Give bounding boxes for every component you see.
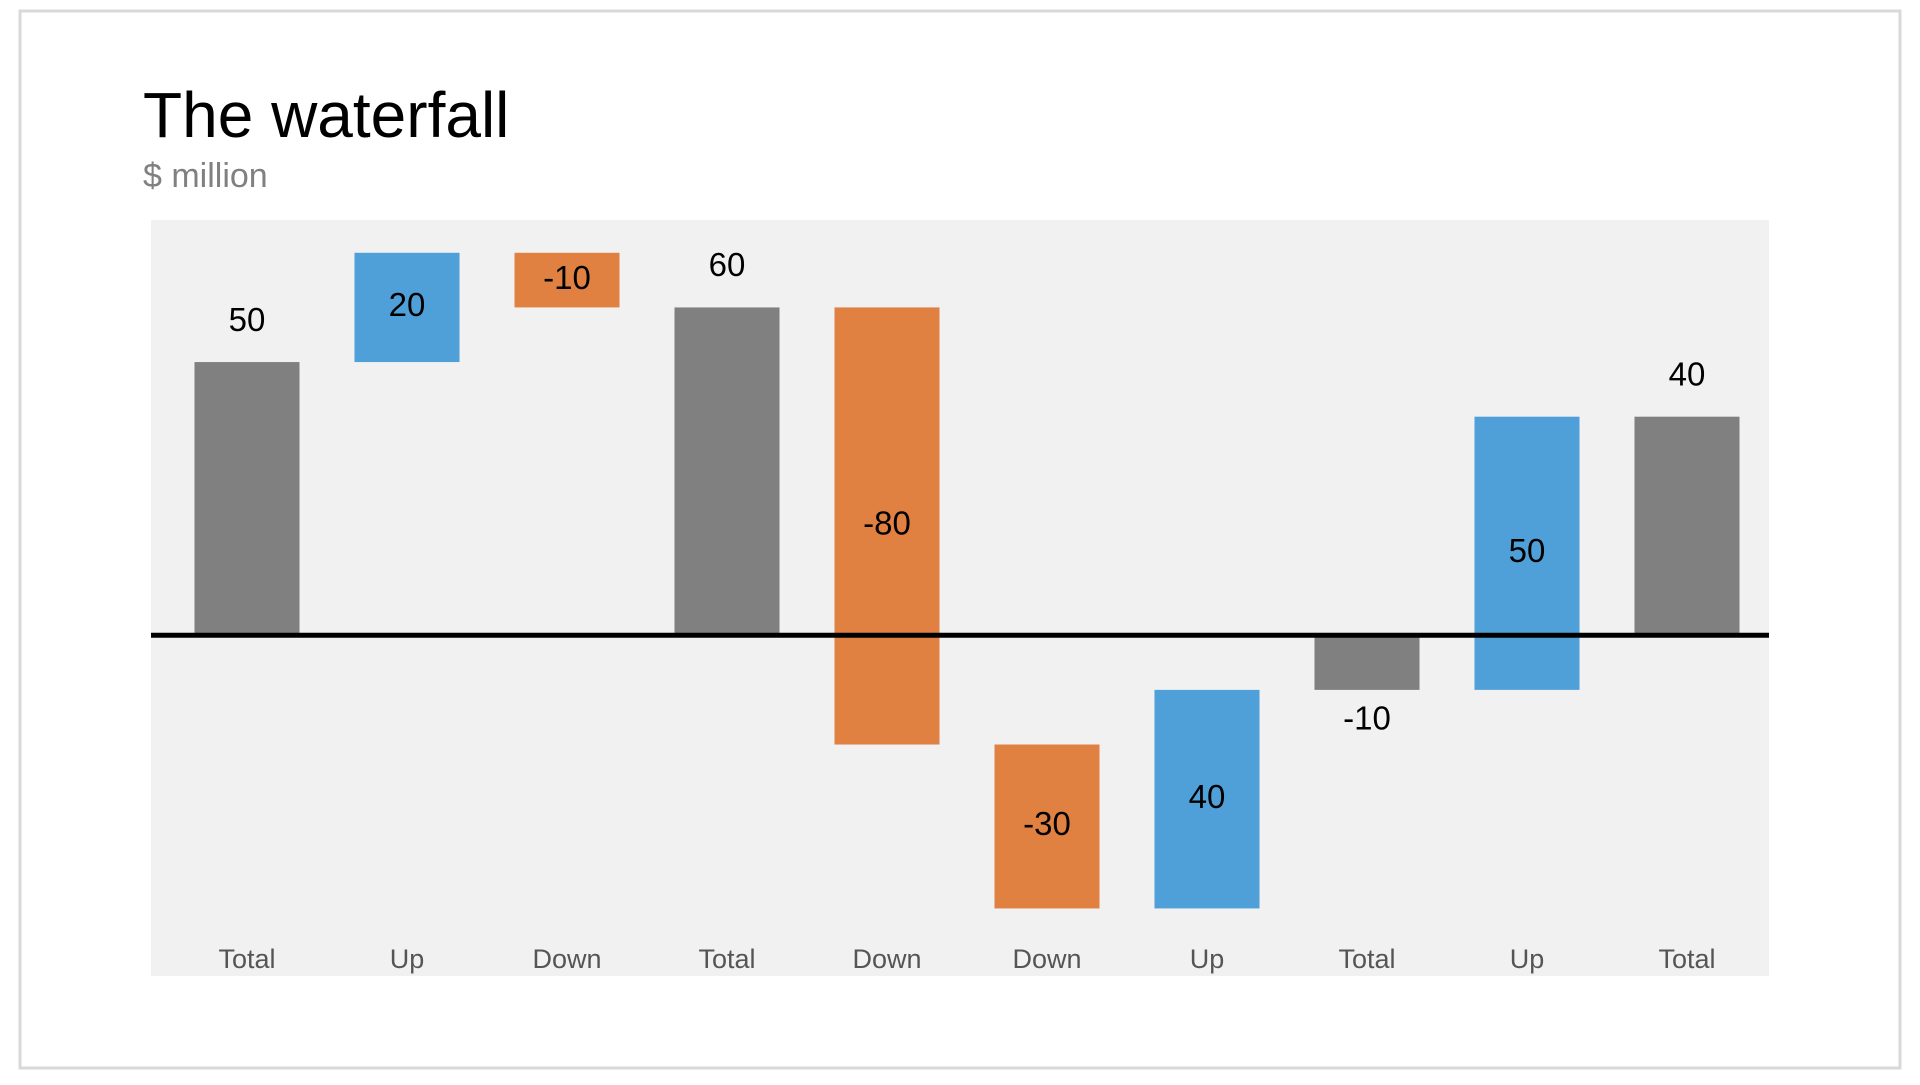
x-tick-label: Total [218, 944, 275, 974]
value-label: 50 [1509, 532, 1546, 569]
bar [194, 362, 300, 636]
chart-subtitle: $ million [143, 157, 268, 195]
bar [1154, 689, 1260, 909]
x-tick-label: Total [1338, 944, 1395, 974]
bar [514, 252, 620, 308]
value-label: 40 [1669, 355, 1706, 392]
x-tick-label: Total [698, 944, 755, 974]
bar [1634, 416, 1740, 636]
bar [834, 307, 940, 745]
bar [354, 252, 460, 363]
value-label: -10 [543, 259, 591, 296]
chart-title: The waterfall [143, 79, 509, 151]
value-label: 50 [229, 301, 266, 338]
x-tick-label: Total [1658, 944, 1715, 974]
x-tick-label: Up [390, 944, 425, 974]
bar [674, 307, 780, 636]
bar [994, 744, 1100, 909]
x-tick-label: Up [1510, 944, 1545, 974]
value-label: 60 [709, 246, 746, 283]
x-tick-label: Down [852, 944, 921, 974]
bar [1314, 635, 1420, 690]
value-label: -30 [1023, 805, 1071, 842]
value-label: -10 [1343, 700, 1391, 737]
value-label: -80 [863, 505, 911, 542]
value-label: 20 [389, 286, 426, 323]
value-label: 40 [1189, 778, 1226, 815]
x-tick-label: Up [1190, 944, 1225, 974]
bar [1474, 416, 1580, 690]
x-tick-label: Down [532, 944, 601, 974]
x-tick-label: Down [1012, 944, 1081, 974]
